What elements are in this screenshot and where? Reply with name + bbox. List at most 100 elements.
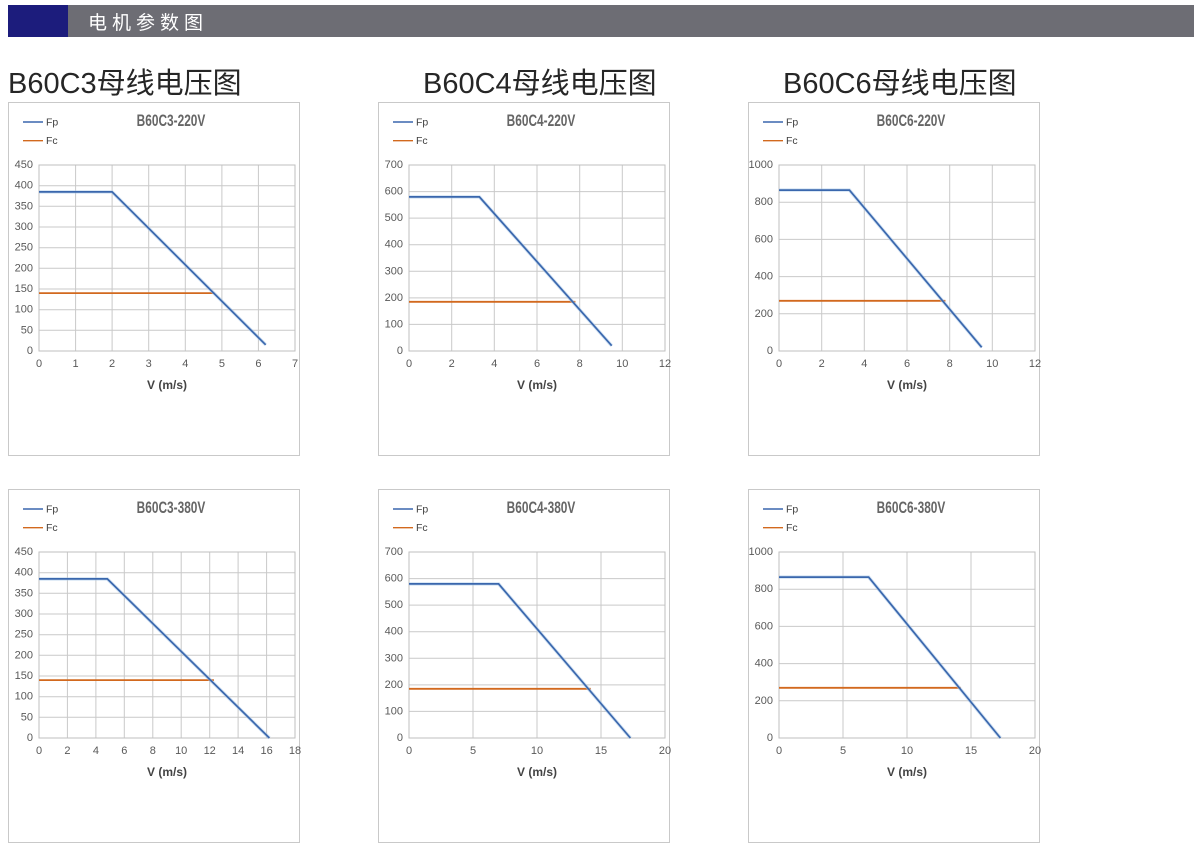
svg-text:1: 1 [73,358,79,370]
svg-text:20: 20 [1029,745,1041,757]
svg-text:6: 6 [904,358,910,370]
svg-text:8: 8 [947,358,953,370]
svg-text:200: 200 [15,649,33,661]
svg-text:5: 5 [840,745,846,757]
svg-text:15: 15 [965,745,977,757]
svg-text:1000: 1000 [749,546,773,558]
svg-text:200: 200 [755,308,773,320]
svg-text:200: 200 [755,695,773,707]
svg-text:300: 300 [385,652,403,664]
svg-text:400: 400 [755,658,773,670]
svg-text:4: 4 [93,745,99,757]
svg-text:V (m/s): V (m/s) [517,765,557,779]
svg-text:Fp: Fp [416,117,428,129]
svg-text:Fc: Fc [786,522,798,534]
svg-text:800: 800 [755,196,773,208]
svg-text:Fc: Fc [416,522,428,534]
svg-text:250: 250 [15,629,33,641]
svg-text:B60C6-380V: B60C6-380V [877,499,946,517]
svg-text:Fc: Fc [46,522,58,534]
svg-text:700: 700 [385,159,403,171]
svg-text:V (m/s): V (m/s) [887,765,927,779]
svg-text:2: 2 [109,358,115,370]
svg-text:0: 0 [36,358,42,370]
svg-text:Fp: Fp [46,117,58,129]
svg-text:0: 0 [36,745,42,757]
svg-text:6: 6 [255,358,261,370]
svg-text:8: 8 [577,358,583,370]
svg-text:100: 100 [385,705,403,717]
svg-text:350: 350 [15,200,33,212]
svg-text:V (m/s): V (m/s) [147,765,187,779]
svg-text:0: 0 [397,345,403,357]
svg-text:450: 450 [15,159,33,171]
svg-text:Fp: Fp [786,504,798,516]
svg-text:250: 250 [15,242,33,254]
svg-text:400: 400 [385,626,403,638]
svg-text:0: 0 [767,732,773,744]
svg-text:B60C6-220V: B60C6-220V [877,112,946,130]
svg-text:400: 400 [755,271,773,283]
svg-text:10: 10 [531,745,543,757]
svg-text:20: 20 [659,745,671,757]
svg-text:Fp: Fp [46,504,58,516]
svg-text:200: 200 [15,262,33,274]
svg-text:Fc: Fc [46,135,58,147]
svg-text:12: 12 [1029,358,1041,370]
svg-text:150: 150 [15,670,33,682]
svg-text:700: 700 [385,546,403,558]
svg-text:B60C3-220V: B60C3-220V [137,112,206,130]
svg-text:0: 0 [27,732,33,744]
svg-text:300: 300 [15,608,33,620]
svg-text:400: 400 [385,239,403,251]
svg-text:18: 18 [289,745,301,757]
svg-text:500: 500 [385,212,403,224]
svg-text:800: 800 [755,583,773,595]
svg-text:0: 0 [776,745,782,757]
svg-text:300: 300 [385,265,403,277]
svg-text:10: 10 [901,745,913,757]
svg-text:V (m/s): V (m/s) [147,378,187,392]
svg-text:100: 100 [15,691,33,703]
svg-text:200: 200 [385,679,403,691]
svg-text:0: 0 [27,345,33,357]
svg-text:10: 10 [175,745,187,757]
svg-text:B60C4-220V: B60C4-220V [507,112,576,130]
svg-text:6: 6 [121,745,127,757]
svg-text:600: 600 [385,573,403,585]
svg-text:0: 0 [767,345,773,357]
svg-text:500: 500 [385,599,403,611]
svg-text:4: 4 [491,358,497,370]
svg-text:16: 16 [260,745,272,757]
svg-text:8: 8 [150,745,156,757]
svg-text:V (m/s): V (m/s) [887,378,927,392]
svg-text:2: 2 [819,358,825,370]
svg-text:2: 2 [64,745,70,757]
svg-text:600: 600 [385,186,403,198]
svg-text:12: 12 [204,745,216,757]
svg-text:450: 450 [15,546,33,558]
svg-text:600: 600 [755,620,773,632]
svg-text:5: 5 [219,358,225,370]
svg-text:350: 350 [15,587,33,599]
svg-text:B60C4-380V: B60C4-380V [507,499,576,517]
svg-text:12: 12 [659,358,671,370]
svg-text:Fp: Fp [786,117,798,129]
svg-text:1000: 1000 [749,159,773,171]
svg-text:Fc: Fc [416,135,428,147]
svg-text:Fc: Fc [786,135,798,147]
svg-text:6: 6 [534,358,540,370]
svg-text:V (m/s): V (m/s) [517,378,557,392]
svg-text:7: 7 [292,358,298,370]
svg-text:B60C3-380V: B60C3-380V [137,499,206,517]
svg-text:400: 400 [15,180,33,192]
svg-text:3: 3 [146,358,152,370]
svg-text:50: 50 [21,711,33,723]
svg-text:10: 10 [616,358,628,370]
svg-text:600: 600 [755,233,773,245]
svg-text:200: 200 [385,292,403,304]
svg-text:0: 0 [776,358,782,370]
svg-text:5: 5 [470,745,476,757]
svg-text:0: 0 [406,745,412,757]
svg-text:150: 150 [15,283,33,295]
